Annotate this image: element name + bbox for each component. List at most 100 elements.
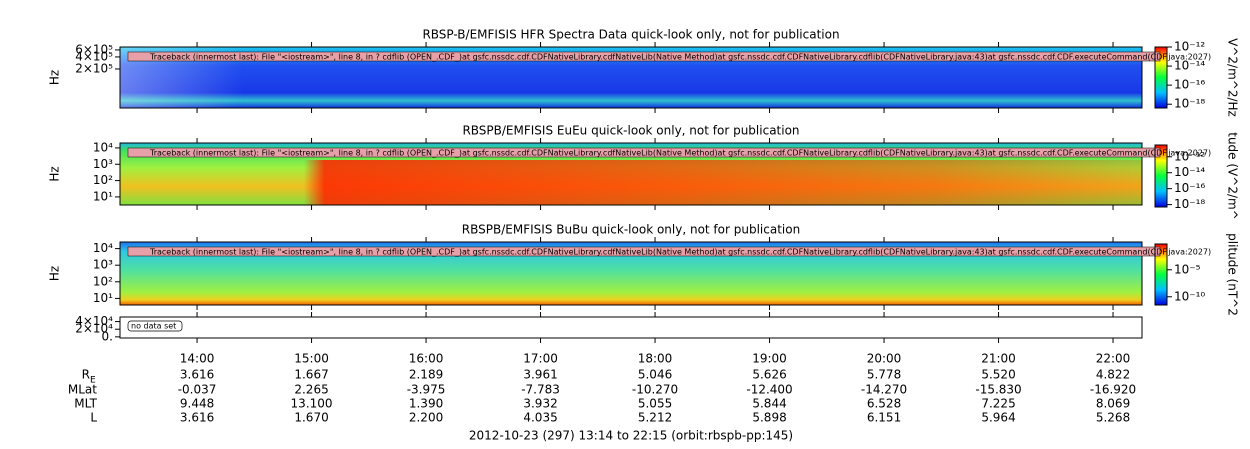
y-axis-label: Hz [48,166,62,181]
colorbar-tick-label: 10⁻¹² [1174,149,1205,163]
message-text: Traceback (innermost last): File "<iostr… [149,149,1211,158]
x-tick-label: 15:00 [294,352,329,366]
y-tick-label: 10¹ [93,291,113,305]
x-tick-label: 19:00 [752,352,787,366]
message-bar [127,246,1161,257]
y-tick-label: 6×10⁵ [75,42,113,56]
x-tick-label: 20:00 [867,352,902,366]
ephemeris-value: 5.046 [638,368,672,382]
y-tick-label: 10⁴ [93,140,113,154]
y-tick-label: 0. [102,329,113,343]
colorbar-label: tude (V^2/m^ [1226,132,1240,220]
ephemeris-value: 6.528 [867,397,901,411]
y-tick-label: 2×10⁴ [75,322,113,336]
colorbar-frame [1154,243,1168,306]
colorbar-image [1155,244,1167,305]
plot-frame [119,241,1143,306]
y-tick-label: 10¹ [93,189,113,203]
colorbar-tick-label: 10⁻¹⁸ [1174,197,1205,211]
ephemeris-value: 4.035 [523,411,557,425]
ephemeris-value: 2.265 [294,383,328,397]
colorbar-tick-label: 10⁻¹⁴ [1174,59,1205,73]
y-tick-label: 10² [93,173,113,187]
ephemeris-value: 9.448 [180,397,214,411]
ephemeris-value: 5.778 [867,368,901,382]
colorbar-image [1155,145,1167,207]
x-tick-label: 22:00 [1096,352,1131,366]
x-tick-label: 17:00 [523,352,558,366]
ephemeris-value: 2.200 [409,411,443,425]
ephemeris-value: -0.037 [178,383,217,397]
y-tick-label: 10⁴ [93,241,113,255]
ephemeris-label: L [90,411,97,425]
plot-frame [119,46,1143,109]
colorbar-tick-label: 10⁻¹² [1174,40,1205,54]
ephemeris-value: 3.961 [523,368,557,382]
ephemeris-value: 5.268 [1096,411,1130,425]
empty-panel [119,316,1143,339]
ephemeris-value: -12.400 [746,383,792,397]
ephemeris-value: 1.390 [409,397,443,411]
ephemeris-value: 8.069 [1096,397,1130,411]
ephemeris-value: 3.932 [523,397,557,411]
ephemeris-value: 3.616 [180,368,214,382]
y-axis-label: Hz [48,70,62,85]
spectrogram-shade [120,160,1142,205]
ephemeris-value: 1.667 [294,368,328,382]
spectrograms [119,47,1167,339]
colorbar-label: plitude (nT^2 [1226,233,1240,316]
y-tick-label: 10² [93,274,113,288]
ephemeris-value: 2.189 [409,368,443,382]
y-tick-label: 2×10⁵ [75,61,113,75]
ephemeris-value: 6.151 [867,411,901,425]
x-tick-label: 21:00 [981,352,1016,366]
colorbar-image [1155,47,1167,108]
ephemeris-value: -14.270 [861,383,907,397]
colorbar-tick-label: 10⁻⁵ [1174,262,1201,276]
ephemeris-label: MLT [74,397,97,411]
colorbar-frame [1154,46,1168,109]
colorbar-tick-label: 10⁻¹⁸ [1174,97,1205,111]
ephemeris-value: -15.830 [975,383,1021,397]
ephemeris-label: MLat [68,383,97,397]
ephemeris-value: 1.670 [294,411,328,425]
ephemeris-value: 3.616 [180,411,214,425]
colorbar-tick-label: 10⁻¹⁰ [1174,289,1205,303]
y-tick-label: 10³ [93,157,113,171]
colorbar-tick-label: 10⁻¹⁴ [1174,165,1205,179]
panel-title: RBSPB/EMFISIS EuEu quick-look only, not … [462,124,799,138]
message-box [127,320,183,332]
footer: 2012-10-23 (297) 13:14 to 22:15 (orbit:r… [469,429,793,443]
colorbar-label: V^2/m^2/Hz [1226,38,1240,117]
ephemeris-value: 5.964 [981,411,1015,425]
x-tick-label: 14:00 [180,352,215,366]
ephemeris-value: 5.898 [752,411,786,425]
ephemeris-value: 5.520 [981,368,1015,382]
x-tick-label: 18:00 [638,352,673,366]
ephemeris-value: 5.055 [638,397,672,411]
ephemeris-value: 5.212 [638,411,672,425]
message-bar [127,147,1161,158]
message-bar [127,51,1161,62]
ephemeris-value: -7.783 [521,383,560,397]
y-tick-label: 4×10⁵ [75,49,113,63]
ephemeris-value: -3.975 [407,383,446,397]
y-axis-label: Hz [48,266,62,281]
panel-title: RBSP-B/EMFISIS HFR Spectra Data quick-lo… [422,28,839,42]
ephemeris-label-sub: E [90,376,96,386]
colorbar-tick-label: 10⁻¹⁶ [1174,181,1205,195]
ephemeris-value: -10.270 [632,383,678,397]
ephemeris-label: R [82,368,90,382]
message-text: no data set [131,322,176,331]
ephemeris-value: 5.844 [752,397,786,411]
plot-frame [119,142,1143,206]
x-tick-label: 16:00 [409,352,444,366]
ephemeris-value: 7.225 [981,397,1015,411]
y-tick-label: 10³ [93,258,113,272]
message-text: Traceback (innermost last): File "<iostr… [149,248,1211,257]
colorbar-tick-label: 10⁻¹⁶ [1174,78,1205,92]
ephemeris-value: 5.626 [752,368,786,382]
y-tick-label: 4×10⁴ [75,314,113,328]
panel-title: RBSPB/EMFISIS BuBu quick-look only, not … [462,223,800,237]
